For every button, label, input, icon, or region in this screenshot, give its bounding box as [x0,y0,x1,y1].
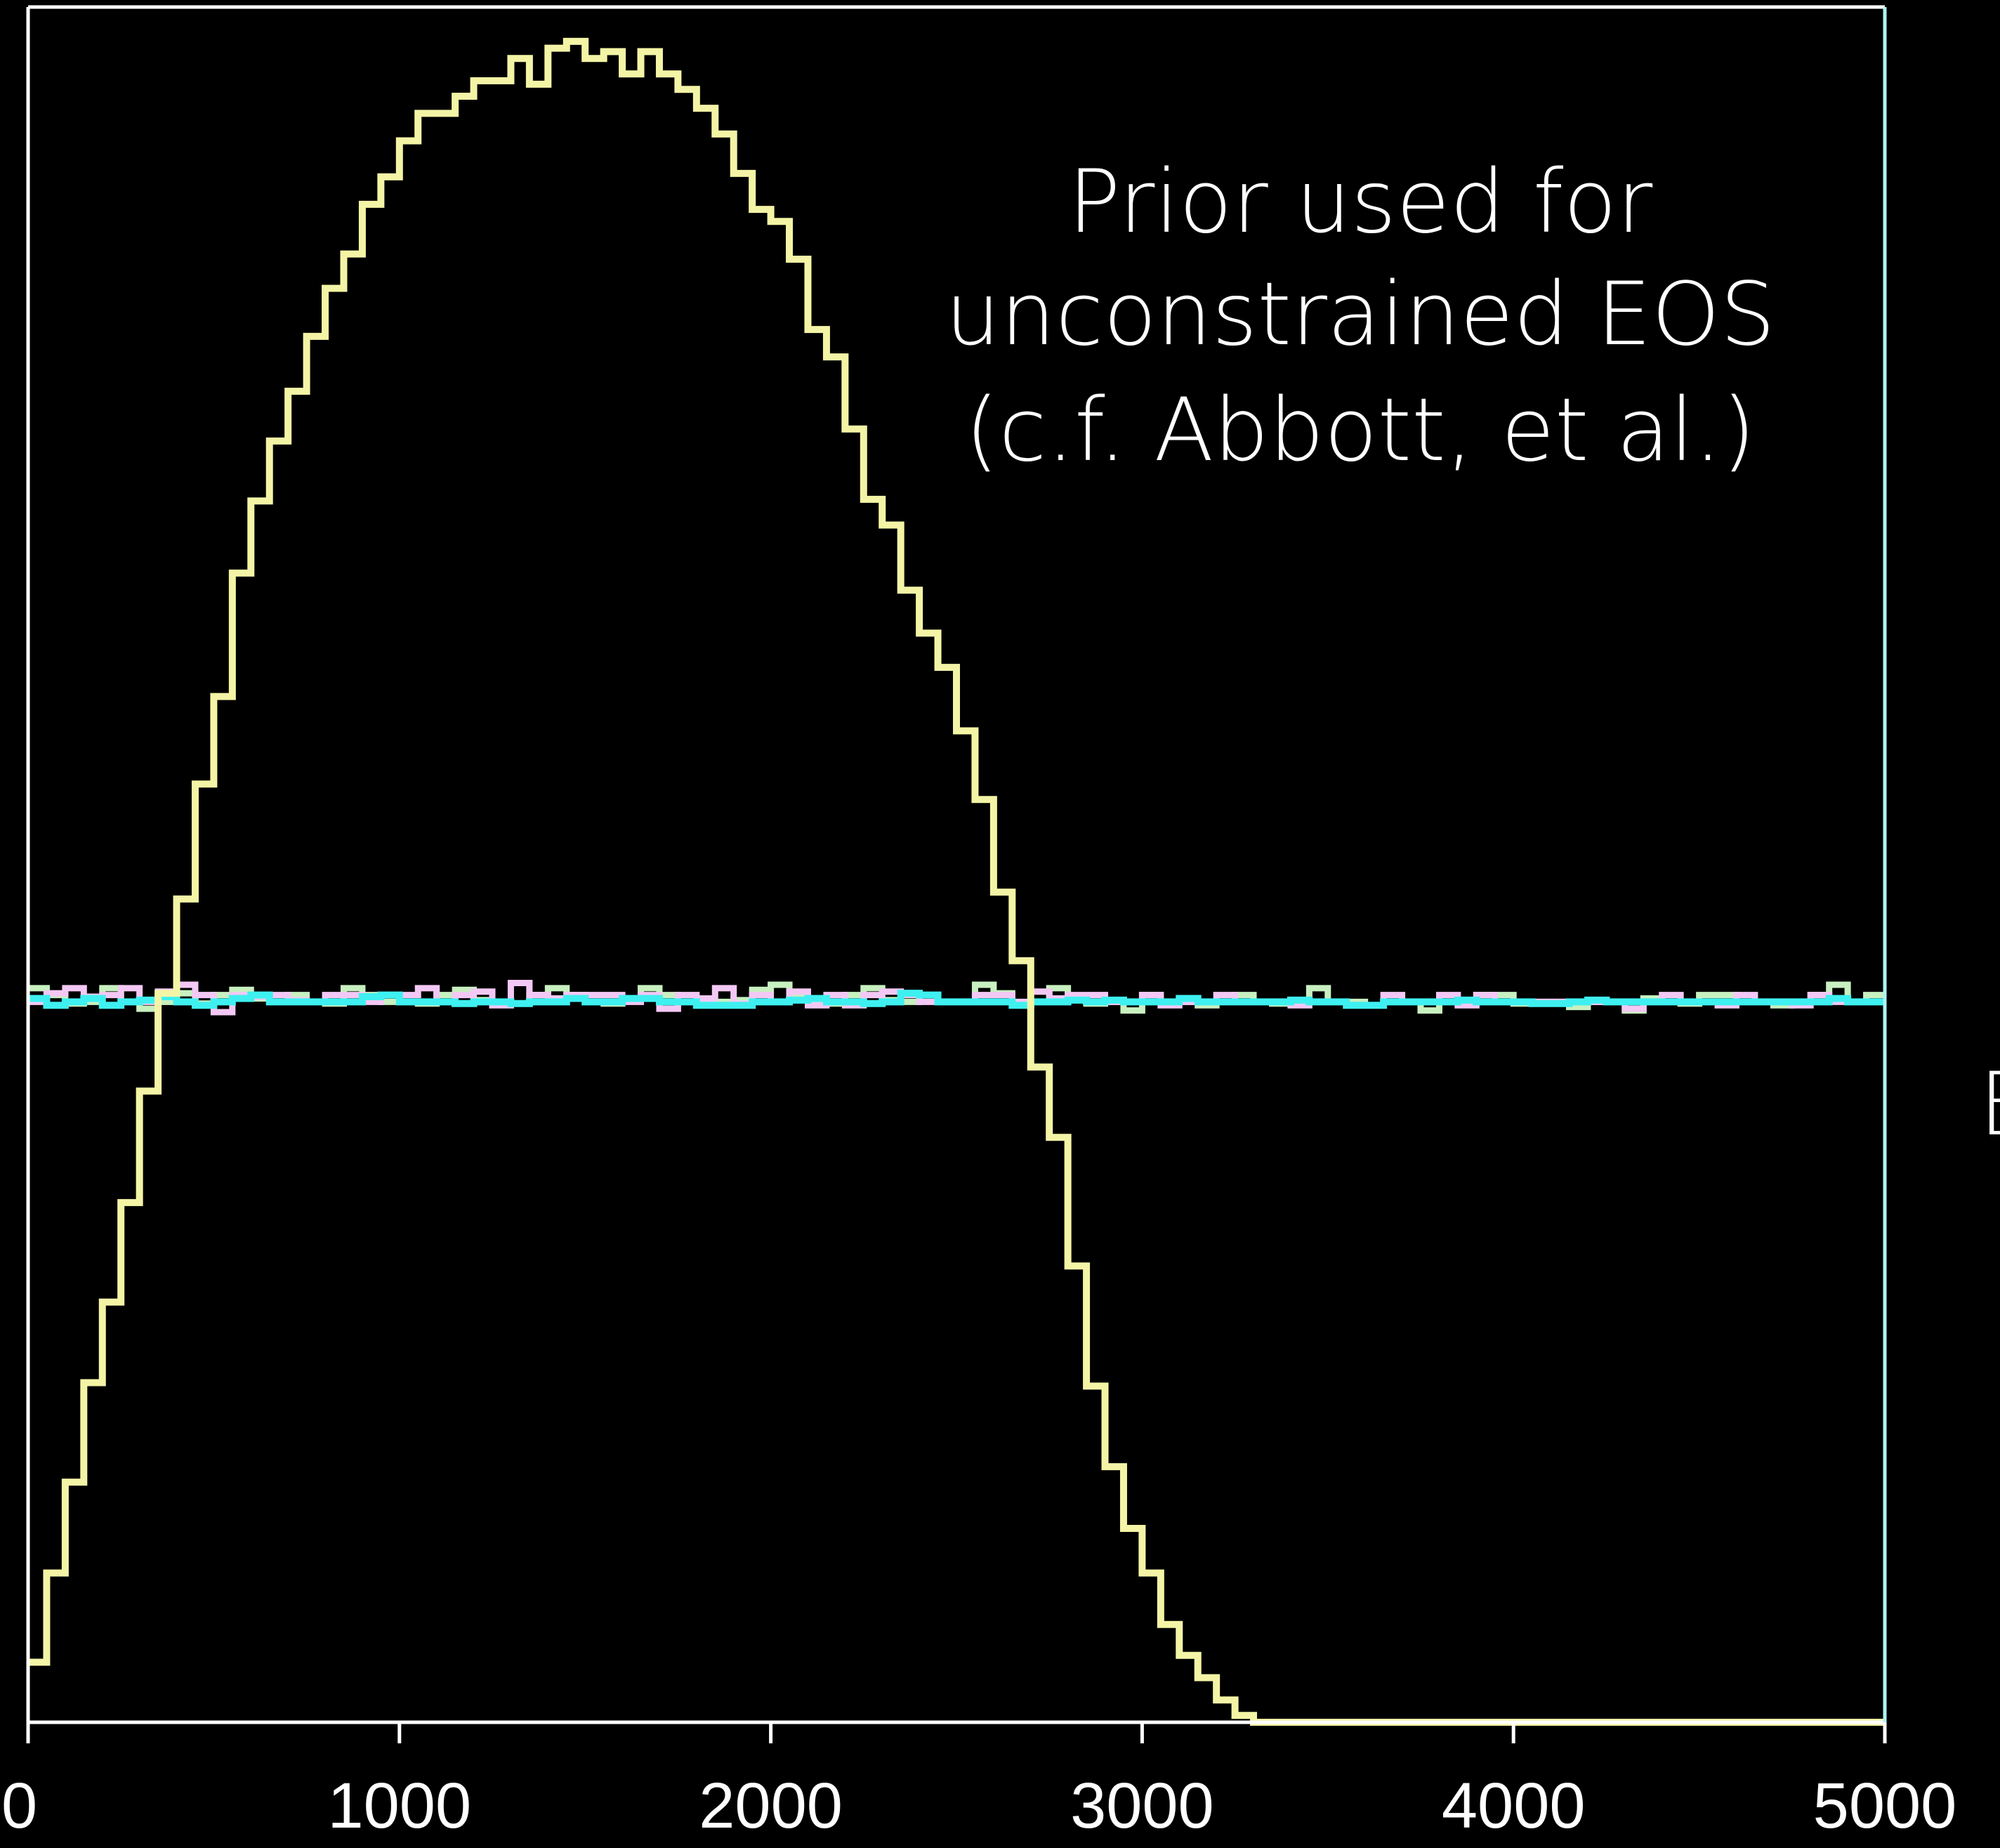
x-tick-label: 3000 [1070,1770,1214,1842]
x-tick-label: 1000 [327,1770,471,1842]
x-tick-label: 5000 [1813,1770,1957,1842]
plot-frame [26,5,1887,1724]
histogram-series-cyan [28,990,1885,1009]
x-tick-label: 2000 [699,1770,843,1842]
annotation-line-3: (c.f. Abbott, et al.) [965,380,1756,481]
x-axis: 0 1000 2000 3000 4000 5000 [1,1722,1956,1842]
annotation-block: Prior used for unconstrained EOS (c.f. A… [945,152,1775,481]
clipped-side-label: E [1979,1054,2000,1155]
x-tick-label: 0 [1,1770,37,1842]
x-tick-label: 4000 [1442,1770,1586,1842]
annotation-line-1: Prior used for [1068,152,1652,253]
annotation-line-2: unconstrained EOS [945,264,1775,365]
